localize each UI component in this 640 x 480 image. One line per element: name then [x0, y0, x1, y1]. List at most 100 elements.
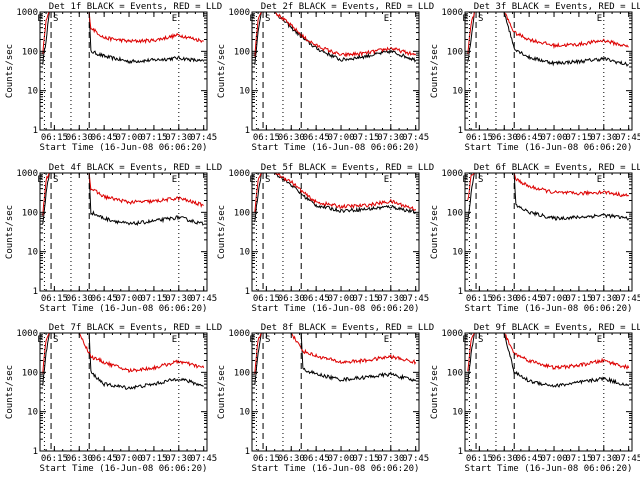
series-line-1 — [42, 332, 204, 390]
y-tick-label: 100 — [234, 368, 250, 378]
x-tick-label: 07:00 — [327, 133, 354, 143]
y-axis-label: Counts/sec — [430, 365, 440, 419]
chart-title: Det 3f BLACK = Events, RED = LLD — [474, 2, 640, 12]
series-line-1 — [467, 172, 630, 221]
x-tick-label: 07:15 — [352, 133, 379, 143]
y-tick-label: 1000 — [228, 8, 250, 18]
plot-frame — [464, 332, 633, 452]
y-tick-label: 10 — [452, 408, 463, 418]
y-tick-label: 10 — [452, 248, 463, 258]
marker-label-2: S — [265, 175, 270, 185]
x-tick-label: 07:30 — [165, 454, 192, 464]
plot-frame — [251, 11, 420, 131]
y-axis-label: Counts/sec — [5, 44, 15, 98]
x-tick-label: 07:00 — [540, 294, 567, 304]
chart-title: Det 8f BLACK = Events, RED = LLD — [261, 323, 434, 333]
x-tick-label: 07:45 — [190, 294, 217, 304]
x-tick-label: 06:15 — [466, 294, 493, 304]
chart-title: Det 1f BLACK = Events, RED = LLD — [49, 2, 222, 12]
y-tick-label: 10 — [27, 248, 38, 258]
x-tick-label: 06:30 — [278, 454, 305, 464]
x-axis-label: Start Time (16-Jun-08 06:06:20) — [252, 464, 420, 474]
y-tick-label: 100 — [447, 47, 463, 57]
x-axis-label: Start Time (16-Jun-08 06:06:20) — [465, 464, 633, 474]
x-tick-label: 07:00 — [540, 133, 567, 143]
y-axis-label: Counts/sec — [217, 44, 227, 98]
y-tick-label: 100 — [22, 47, 38, 57]
y-tick-label: 1000 — [228, 329, 250, 339]
x-tick-label: 07:30 — [590, 454, 617, 464]
y-tick-label: 1 — [245, 126, 250, 136]
x-axis-label: Start Time (16-Jun-08 06:06:20) — [40, 304, 208, 314]
plot-frame — [251, 332, 420, 452]
x-axis-label: Start Time (16-Jun-08 06:06:20) — [40, 464, 208, 474]
x-tick-label: 07:45 — [190, 133, 217, 143]
y-tick-label: 1000 — [441, 8, 463, 18]
y-tick-label: 100 — [447, 208, 463, 218]
x-tick-label: 07:00 — [115, 133, 142, 143]
x-tick-label: 06:45 — [91, 294, 118, 304]
x-tick-label: 07:00 — [115, 294, 142, 304]
x-tick-label: 07:30 — [377, 454, 404, 464]
marker-label-2: S — [478, 175, 483, 185]
series-line-2 — [254, 172, 417, 213]
x-tick-label: 07:30 — [165, 294, 192, 304]
y-tick-label: 10 — [452, 87, 463, 97]
y-tick-label: 1000 — [441, 169, 463, 179]
x-tick-label: 06:30 — [491, 294, 518, 304]
y-axis-label: Counts/sec — [217, 365, 227, 419]
series-line-2 — [467, 332, 630, 372]
x-axis-label: Start Time (16-Jun-08 06:06:20) — [252, 304, 420, 314]
x-tick-label: 07:30 — [165, 133, 192, 143]
x-tick-label: 06:45 — [516, 133, 543, 143]
y-tick-label: 1 — [33, 287, 38, 297]
x-axis-label: Start Time (16-Jun-08 06:06:20) — [252, 143, 420, 153]
y-tick-label: 1000 — [228, 169, 250, 179]
x-tick-label: 06:30 — [66, 133, 93, 143]
x-tick-label: 06:30 — [491, 133, 518, 143]
x-tick-label: 07:45 — [615, 294, 640, 304]
x-tick-label: 06:15 — [253, 454, 280, 464]
y-tick-label: 10 — [239, 87, 250, 97]
x-tick-label: 07:00 — [327, 294, 354, 304]
x-tick-label: 07:45 — [402, 133, 429, 143]
marker-label-5: E — [384, 14, 389, 24]
x-tick-label: 07:45 — [190, 454, 217, 464]
marker-label-2: S — [53, 335, 58, 345]
x-tick-label: 07:15 — [565, 294, 592, 304]
series-line-2 — [42, 11, 204, 55]
chart-title: Det 7f BLACK = Events, RED = LLD — [49, 323, 222, 333]
y-tick-label: 100 — [22, 208, 38, 218]
marker-label-5: E — [172, 175, 177, 185]
x-tick-label: 07:00 — [327, 454, 354, 464]
y-tick-label: 10 — [239, 248, 250, 258]
plot-frame — [39, 332, 208, 452]
chart-title: Det 4f BLACK = Events, RED = LLD — [49, 163, 222, 173]
y-tick-label: 10 — [27, 408, 38, 418]
x-axis-label: Start Time (16-Jun-08 06:06:20) — [465, 304, 633, 314]
series-line-1 — [42, 172, 205, 227]
series-line-2 — [42, 172, 204, 216]
marker-label-2: S — [53, 14, 58, 24]
x-tick-label: 06:15 — [253, 294, 280, 304]
marker-label-2: S — [265, 335, 270, 345]
x-tick-label: 06:30 — [66, 454, 93, 464]
y-axis-label: Counts/sec — [5, 365, 15, 419]
marker-label-5: E — [172, 335, 177, 345]
y-tick-label: 100 — [447, 368, 463, 378]
x-tick-label: 07:45 — [615, 133, 640, 143]
x-tick-label: 06:30 — [491, 454, 518, 464]
x-tick-label: 06:45 — [303, 133, 330, 143]
y-axis-label: Counts/sec — [217, 205, 227, 259]
x-tick-label: 07:30 — [590, 133, 617, 143]
x-tick-label: 07:30 — [377, 294, 404, 304]
marker-label-5: E — [597, 175, 602, 185]
y-tick-label: 1 — [33, 126, 38, 136]
plot-frame — [251, 172, 420, 292]
